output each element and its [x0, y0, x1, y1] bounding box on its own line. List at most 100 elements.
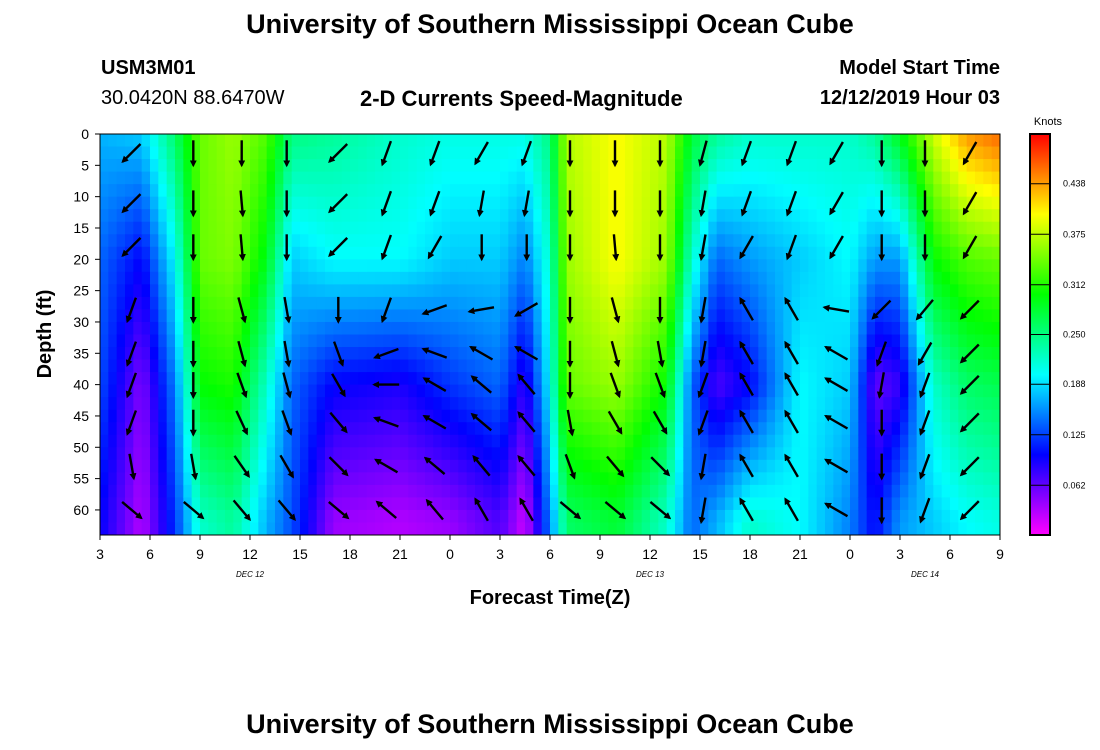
heat-cell	[141, 472, 151, 486]
heat-cell	[950, 234, 959, 248]
heat-cell	[100, 271, 109, 285]
heat-cell	[366, 284, 376, 298]
heat-cell	[575, 271, 584, 285]
x-tick-label: 0	[446, 546, 454, 562]
heat-cell	[691, 209, 701, 223]
heat-cell	[241, 196, 251, 210]
heat-cell	[866, 484, 876, 499]
heat-cell	[591, 321, 601, 336]
heat-cell	[958, 271, 968, 285]
heat-cell	[100, 146, 109, 160]
heat-cell	[916, 234, 926, 248]
heat-cell	[933, 422, 943, 436]
heat-cell	[766, 271, 776, 285]
heat-cell	[350, 296, 359, 311]
heat-cell	[558, 146, 568, 160]
heat-cell	[583, 372, 593, 386]
heat-cell	[441, 459, 451, 473]
heat-cell	[525, 321, 534, 336]
heat-cell	[766, 234, 776, 248]
heat-cell	[133, 309, 143, 323]
heat-cell	[783, 347, 793, 361]
heat-cell	[500, 309, 509, 323]
heat-cell	[650, 509, 659, 524]
heat-cell	[416, 384, 426, 398]
heat-cell	[133, 259, 143, 273]
heat-cell	[225, 259, 234, 273]
heat-cell	[241, 159, 251, 173]
heat-cell	[925, 284, 934, 298]
x-tick-label: 21	[392, 546, 408, 562]
heat-cell	[416, 509, 426, 524]
current-vector	[427, 235, 443, 260]
heat-cell	[641, 459, 651, 473]
heat-cell	[291, 296, 301, 311]
heat-cell	[191, 321, 201, 336]
heat-cell	[975, 522, 984, 535]
heat-cell	[266, 434, 276, 448]
heat-cell	[258, 397, 268, 411]
heat-cell	[783, 184, 793, 198]
heat-cell	[791, 409, 801, 423]
heat-cell	[775, 334, 784, 348]
heat-cell	[825, 171, 834, 185]
heat-cell	[291, 384, 301, 398]
heat-cell	[575, 409, 584, 423]
heat-cell	[850, 221, 859, 235]
heat-cell	[766, 209, 776, 223]
heat-cell	[808, 334, 818, 348]
current-vector	[698, 140, 708, 167]
heat-cell	[325, 259, 334, 273]
heat-cell	[441, 321, 451, 336]
heat-cell	[550, 347, 559, 361]
heat-cell	[425, 146, 434, 160]
heat-cell	[116, 134, 126, 148]
heat-cell	[666, 484, 676, 499]
heat-cell	[858, 484, 868, 499]
heat-cell	[141, 484, 151, 499]
heat-cell	[383, 484, 393, 499]
heat-cell	[725, 434, 734, 448]
heat-cell	[700, 434, 709, 448]
heat-cell	[425, 334, 434, 348]
heat-cell	[325, 459, 334, 473]
heat-cell	[225, 271, 234, 285]
heat-cell	[125, 196, 134, 210]
heat-cell	[708, 509, 718, 524]
heat-cell	[975, 321, 984, 336]
heat-cell	[491, 359, 501, 373]
heat-cell	[941, 434, 951, 448]
heat-cell	[641, 409, 651, 423]
heat-cell	[966, 171, 976, 185]
heat-cell	[808, 372, 818, 386]
heat-cell	[450, 434, 459, 448]
heat-cell	[783, 234, 793, 248]
heat-cell	[391, 409, 401, 423]
heat-cell	[683, 509, 693, 524]
heat-cell	[441, 372, 451, 386]
model-start-label: Model Start Time	[839, 57, 1000, 79]
heat-cell	[633, 472, 643, 486]
heat-cell	[341, 196, 351, 210]
heat-cell	[233, 221, 243, 235]
heat-cell	[500, 359, 509, 373]
current-vector	[739, 497, 754, 522]
heat-cell	[316, 134, 326, 148]
heat-cell	[416, 184, 426, 198]
heat-cell	[500, 484, 509, 499]
heat-cell	[925, 309, 934, 323]
heat-cell	[675, 434, 684, 448]
heat-cell	[166, 146, 176, 160]
heat-cell	[558, 372, 568, 386]
heat-cell	[983, 259, 993, 273]
heat-cell	[958, 234, 968, 248]
heat-cell	[308, 234, 318, 248]
heat-cell	[675, 196, 684, 210]
heat-cell	[475, 472, 484, 486]
heat-cell	[400, 209, 409, 223]
heat-cell	[700, 134, 709, 148]
heat-cell	[216, 271, 226, 285]
heat-cell	[108, 397, 118, 411]
heat-cell	[241, 246, 251, 260]
heat-cell	[416, 422, 426, 436]
